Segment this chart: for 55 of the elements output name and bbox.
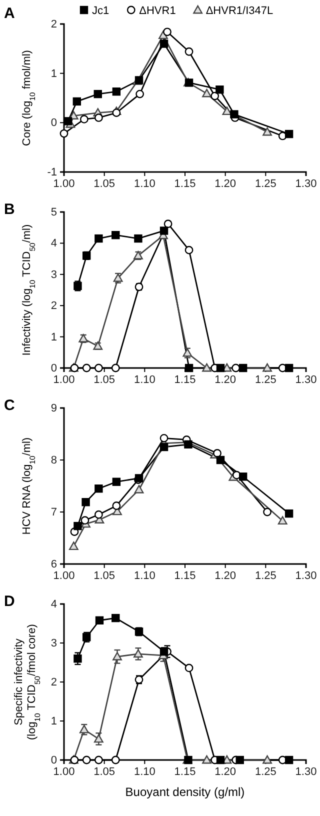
- x-tick-label: 1.20: [214, 570, 236, 582]
- x-tick-label: 1.05: [94, 766, 116, 778]
- x-tick-label: 1.15: [174, 178, 196, 190]
- x-tick-label: 1.00: [53, 766, 75, 778]
- y-tick-label: 5: [50, 206, 57, 219]
- chart-title: D: [4, 593, 15, 610]
- x-tick-label: 1.00: [53, 570, 75, 582]
- x-tick-label: 1.15: [174, 766, 196, 778]
- y-tick-label: 2: [50, 18, 57, 31]
- x-tick-label: 1.20: [214, 766, 236, 778]
- x-tick-label: 1.00: [53, 374, 75, 386]
- x-axis-title: Buoyant density (g/ml): [125, 785, 245, 799]
- x-tick-label: 1.05: [94, 178, 116, 190]
- y-tick-label: 0: [50, 117, 57, 130]
- y-tick-label: 3: [50, 268, 57, 281]
- y-tick-label: 8: [50, 454, 57, 467]
- x-tick-label: 1.30: [295, 178, 317, 190]
- x-tick-label: 1.20: [214, 178, 236, 190]
- x-tick-label: 1.00: [53, 178, 75, 190]
- y-tick-label: 1: [50, 68, 57, 80]
- y-tick-label: 4: [50, 238, 57, 250]
- legend-label: ΔHVR1: [139, 5, 176, 17]
- x-tick-label: 1.25: [254, 570, 276, 582]
- x-tick-label: 1.05: [94, 570, 116, 582]
- x-tick-label: 1.10: [134, 178, 156, 190]
- x-tick-label: 1.25: [254, 766, 276, 778]
- chart-title: C: [4, 397, 15, 414]
- x-tick-label: 1.20: [214, 374, 236, 386]
- x-tick-label: 1.25: [254, 178, 276, 190]
- y-tick-label: 2: [50, 300, 57, 312]
- x-tick-label: 1.05: [94, 374, 116, 386]
- y-tick-label: 2: [50, 676, 57, 689]
- legend-label: ΔHVR1/I347L: [206, 5, 274, 17]
- x-tick-label: 1.30: [295, 766, 317, 778]
- chart-title: B: [4, 201, 15, 218]
- y-tick-label: 7: [50, 506, 57, 519]
- y-tick-label: 3: [50, 638, 57, 650]
- y-tick-label: 0: [50, 362, 57, 375]
- y-tick-label: 9: [50, 402, 57, 415]
- y-tick-label: 1: [50, 716, 57, 728]
- x-tick-label: 1.10: [134, 766, 156, 778]
- y-tick-label: 6: [50, 558, 57, 571]
- x-tick-label: 1.15: [174, 570, 196, 582]
- y-tick-label: -1: [47, 166, 57, 179]
- x-tick-label: 1.25: [254, 374, 276, 386]
- x-tick-label: 1.10: [134, 570, 156, 582]
- y-tick-label: 0: [50, 754, 57, 767]
- legend-label: Jc1: [92, 5, 110, 17]
- chart-title: A: [4, 5, 15, 22]
- x-tick-label: 1.10: [134, 374, 156, 386]
- x-tick-label: 1.15: [174, 374, 196, 386]
- y-tick-label: 1: [50, 331, 57, 344]
- x-tick-label: 1.30: [295, 374, 317, 386]
- x-tick-label: 1.30: [295, 570, 317, 582]
- y-tick-label: 4: [50, 598, 57, 611]
